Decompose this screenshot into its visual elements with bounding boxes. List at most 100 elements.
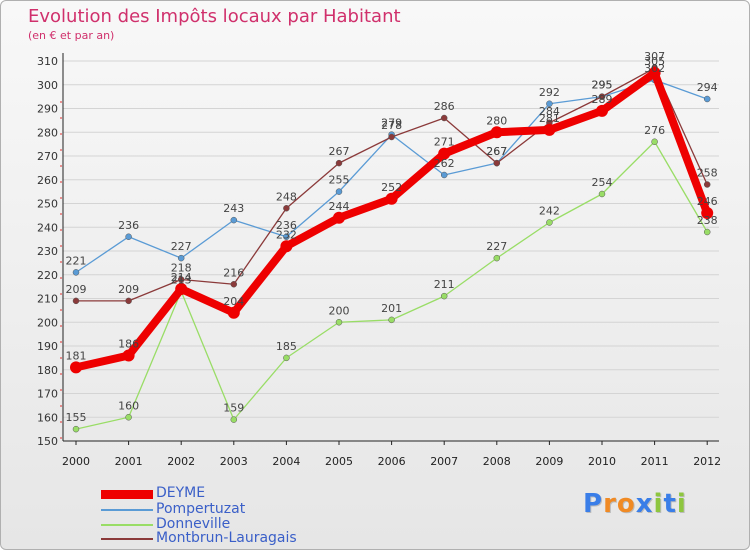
x-tick-label: 2012 <box>693 455 721 468</box>
data-label: 160 <box>118 399 139 412</box>
data-point <box>543 123 556 136</box>
data-label: 209 <box>118 283 139 296</box>
data-label: 238 <box>697 214 718 227</box>
y-tick-label: 230 <box>37 245 58 258</box>
data-point <box>648 66 661 79</box>
data-label: 279 <box>381 117 402 130</box>
data-label: 221 <box>66 254 87 267</box>
data-label-layer: 181 186 214 204 232 244 252 271 280 281 289 305 246 2… <box>66 50 718 424</box>
data-point <box>227 306 240 319</box>
proxiti-logo: Proxiti <box>583 489 687 519</box>
legend-label: Pompertuzat <box>156 501 246 517</box>
y-tick-label: 200 <box>37 316 58 329</box>
data-label: 232 <box>276 228 297 241</box>
y-tick-label: 210 <box>37 293 58 306</box>
data-label: 255 <box>329 174 350 187</box>
data-point <box>280 240 293 253</box>
data-label: 186 <box>118 338 139 351</box>
y-tick-label: 280 <box>37 126 58 139</box>
y-tick-label: 250 <box>37 198 58 211</box>
data-point <box>72 297 80 305</box>
data-label: 258 <box>697 167 718 180</box>
data-point <box>125 233 132 240</box>
data-label: 244 <box>329 200 350 213</box>
legend-swatch <box>101 486 153 502</box>
x-tick-label: 2007 <box>430 455 458 468</box>
y-tick-label: 270 <box>37 150 58 163</box>
y-tick-label: 190 <box>37 340 58 353</box>
x-tick-label: 2006 <box>378 455 406 468</box>
logo-letter: t <box>663 489 677 519</box>
x-tick-label: 2000 <box>62 455 90 468</box>
data-label: 294 <box>697 81 718 94</box>
data-label: 280 <box>486 114 507 127</box>
y-tick-label: 180 <box>37 364 58 377</box>
data-label: 209 <box>66 283 87 296</box>
logo-letter: P <box>583 489 604 519</box>
data-point <box>230 281 238 288</box>
data-label: 214 <box>171 271 192 284</box>
data-label: 286 <box>434 100 455 113</box>
data-point <box>385 192 398 205</box>
data-label: 281 <box>539 112 560 125</box>
data-point <box>703 181 711 188</box>
x-tick-label: 2005 <box>325 455 353 468</box>
data-point <box>70 361 82 374</box>
data-point <box>283 233 290 240</box>
data-point <box>177 276 185 283</box>
data-label: 246 <box>697 195 718 208</box>
data-point <box>438 147 451 160</box>
data-point <box>333 211 345 224</box>
data-label: 200 <box>329 304 350 317</box>
logo-letter: i <box>676 489 687 519</box>
data-label: 181 <box>66 349 87 362</box>
data-label: 305 <box>644 55 665 68</box>
data-label: 211 <box>434 278 455 291</box>
legend-label: Donneville <box>156 516 231 532</box>
legend-item-pompertuzat: Pompertuzat <box>101 501 341 518</box>
legend-label: DEYME <box>156 485 206 501</box>
data-point <box>546 100 553 107</box>
data-label: 248 <box>276 190 297 203</box>
x-tick-label: 2009 <box>535 455 563 468</box>
data-label: 276 <box>644 124 665 137</box>
data-point <box>440 292 448 300</box>
data-point <box>122 349 135 362</box>
data-label: 271 <box>434 136 455 149</box>
data-label: 302 <box>644 62 665 75</box>
legend-item-deyme: DEYME <box>101 485 341 502</box>
data-label: 204 <box>223 295 244 308</box>
data-label: 236 <box>276 219 297 232</box>
data-label: 201 <box>381 302 402 315</box>
y-tick-label: 300 <box>37 79 58 92</box>
chart-title: Evolution des Impôts locaux par Habitant <box>28 6 401 27</box>
data-point <box>596 104 608 117</box>
data-label: 295 <box>592 79 613 92</box>
data-point <box>651 138 658 145</box>
data-point <box>283 205 290 212</box>
data-point <box>177 254 185 262</box>
x-tick-label: 2001 <box>115 455 143 468</box>
data-label: 227 <box>486 240 507 253</box>
series-montbrun-lauragais <box>72 64 711 305</box>
chart-subtitle: (en € et par an) <box>28 29 115 42</box>
data-point <box>493 159 501 167</box>
x-tick-label: 2008 <box>483 455 511 468</box>
logo-letter: i <box>653 489 664 519</box>
data-point <box>598 190 606 198</box>
logo-letter: o <box>616 489 636 519</box>
x-tick-label: 2004 <box>272 455 300 468</box>
series-layer <box>70 64 714 433</box>
data-label: 267 <box>486 145 507 158</box>
data-label: 295 <box>592 79 613 92</box>
data-label: 243 <box>223 202 244 215</box>
data-label: 155 <box>66 411 87 424</box>
legend-label: Montbrun-Lauragais <box>156 530 297 546</box>
data-point <box>490 126 503 139</box>
data-point <box>335 159 343 167</box>
y-axis: 150 160 170 180 190 200 210 220 230 240 250 260 270 2… <box>37 53 64 448</box>
data-label: 292 <box>539 86 560 99</box>
data-point <box>335 188 343 195</box>
data-point <box>175 283 188 295</box>
